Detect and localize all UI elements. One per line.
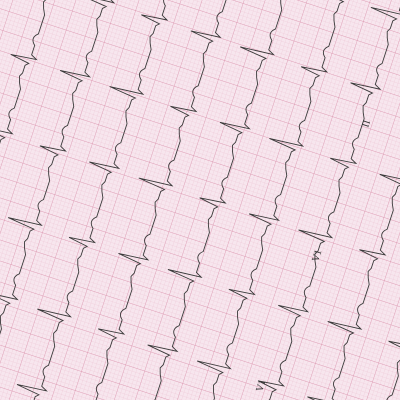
ecg-trace xyxy=(214,0,400,400)
ecg-trace xyxy=(0,0,273,400)
ecg-trace xyxy=(0,0,219,400)
lead-label: V1 xyxy=(311,248,325,264)
lead-label: V1 xyxy=(255,378,269,394)
lead-label: II xyxy=(361,119,373,129)
ecg-trace xyxy=(153,0,400,400)
ecg-trace xyxy=(0,0,166,400)
ecg-trace xyxy=(0,0,326,400)
ecg-trace xyxy=(104,0,400,400)
ecg-trace xyxy=(54,0,379,400)
